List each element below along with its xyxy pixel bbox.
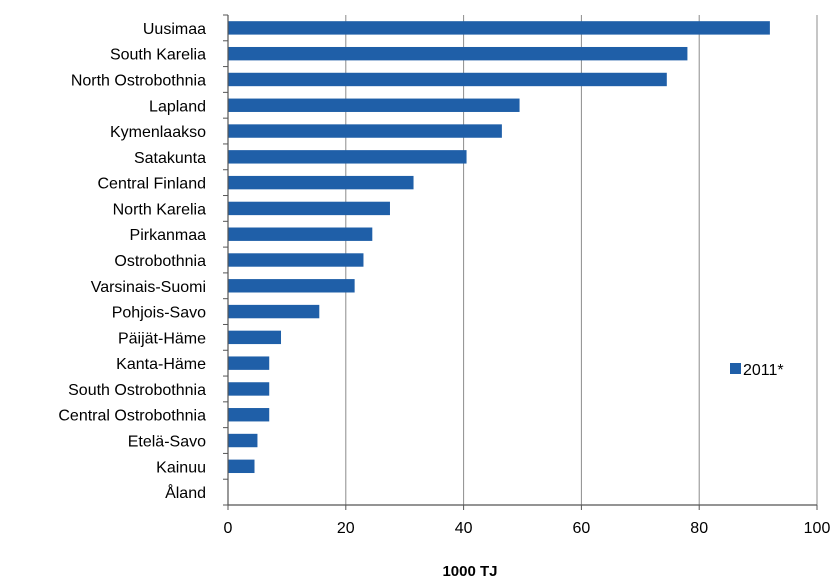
bar — [228, 408, 270, 422]
x-tick-labels: 0 20 40 60 80 100 — [224, 520, 831, 537]
x-axis-title: 1000 TJ — [442, 563, 497, 580]
axes — [227, 15, 817, 506]
bar — [228, 382, 270, 396]
legend-label: 2011* — [743, 362, 784, 379]
category-label: North Ostrobothnia — [71, 72, 206, 89]
category-label: South Karelia — [110, 47, 206, 64]
legend: 2011* — [730, 362, 784, 379]
bar — [228, 175, 414, 190]
x-tick-label: 40 — [455, 520, 473, 537]
gridlines — [223, 14, 818, 510]
category-label: Åland — [165, 483, 206, 502]
category-label: Kanta-Häme — [116, 356, 206, 373]
bar — [228, 253, 364, 267]
category-label: Kymenlaakso — [110, 124, 206, 141]
bar — [228, 201, 390, 216]
x-tick-label: 20 — [337, 520, 355, 537]
category-label: Central Ostrobothnia — [58, 408, 206, 425]
bar — [228, 72, 667, 87]
category-label: South Ostrobothnia — [68, 382, 206, 399]
bar — [228, 433, 258, 448]
bar — [228, 46, 688, 61]
bar — [228, 459, 255, 474]
bar — [228, 304, 320, 319]
category-label: Etelä-Savo — [128, 434, 206, 451]
category-label: North Karelia — [113, 201, 206, 218]
category-label: Satakunta — [134, 150, 206, 167]
category-label: Varsinais-Suomi — [91, 279, 206, 296]
x-tick-label: 0 — [224, 520, 233, 537]
category-label: Päijät-Häme — [118, 330, 206, 347]
bars — [228, 21, 770, 474]
bar — [228, 330, 282, 345]
legend-swatch — [730, 363, 741, 374]
category-label: Lapland — [149, 98, 206, 115]
bar — [228, 124, 502, 138]
category-label: Kainuu — [156, 459, 206, 476]
bar — [228, 227, 373, 241]
category-label: Pirkanmaa — [130, 227, 207, 244]
category-label: Uusimaa — [143, 21, 206, 38]
bar — [228, 98, 520, 112]
bar — [228, 279, 355, 293]
x-tick-label: 100 — [804, 520, 831, 537]
x-tick-label: 80 — [690, 520, 708, 537]
category-label: Central Finland — [98, 176, 207, 193]
category-label: Ostrobothnia — [114, 253, 206, 270]
category-label: Pohjois-Savo — [112, 305, 206, 322]
bar — [228, 356, 270, 370]
bar — [228, 150, 467, 164]
x-tick-label: 60 — [573, 520, 591, 537]
bar — [228, 21, 770, 35]
category-labels: Uusimaa South Karelia North Ostrobothnia La… — [58, 21, 206, 502]
